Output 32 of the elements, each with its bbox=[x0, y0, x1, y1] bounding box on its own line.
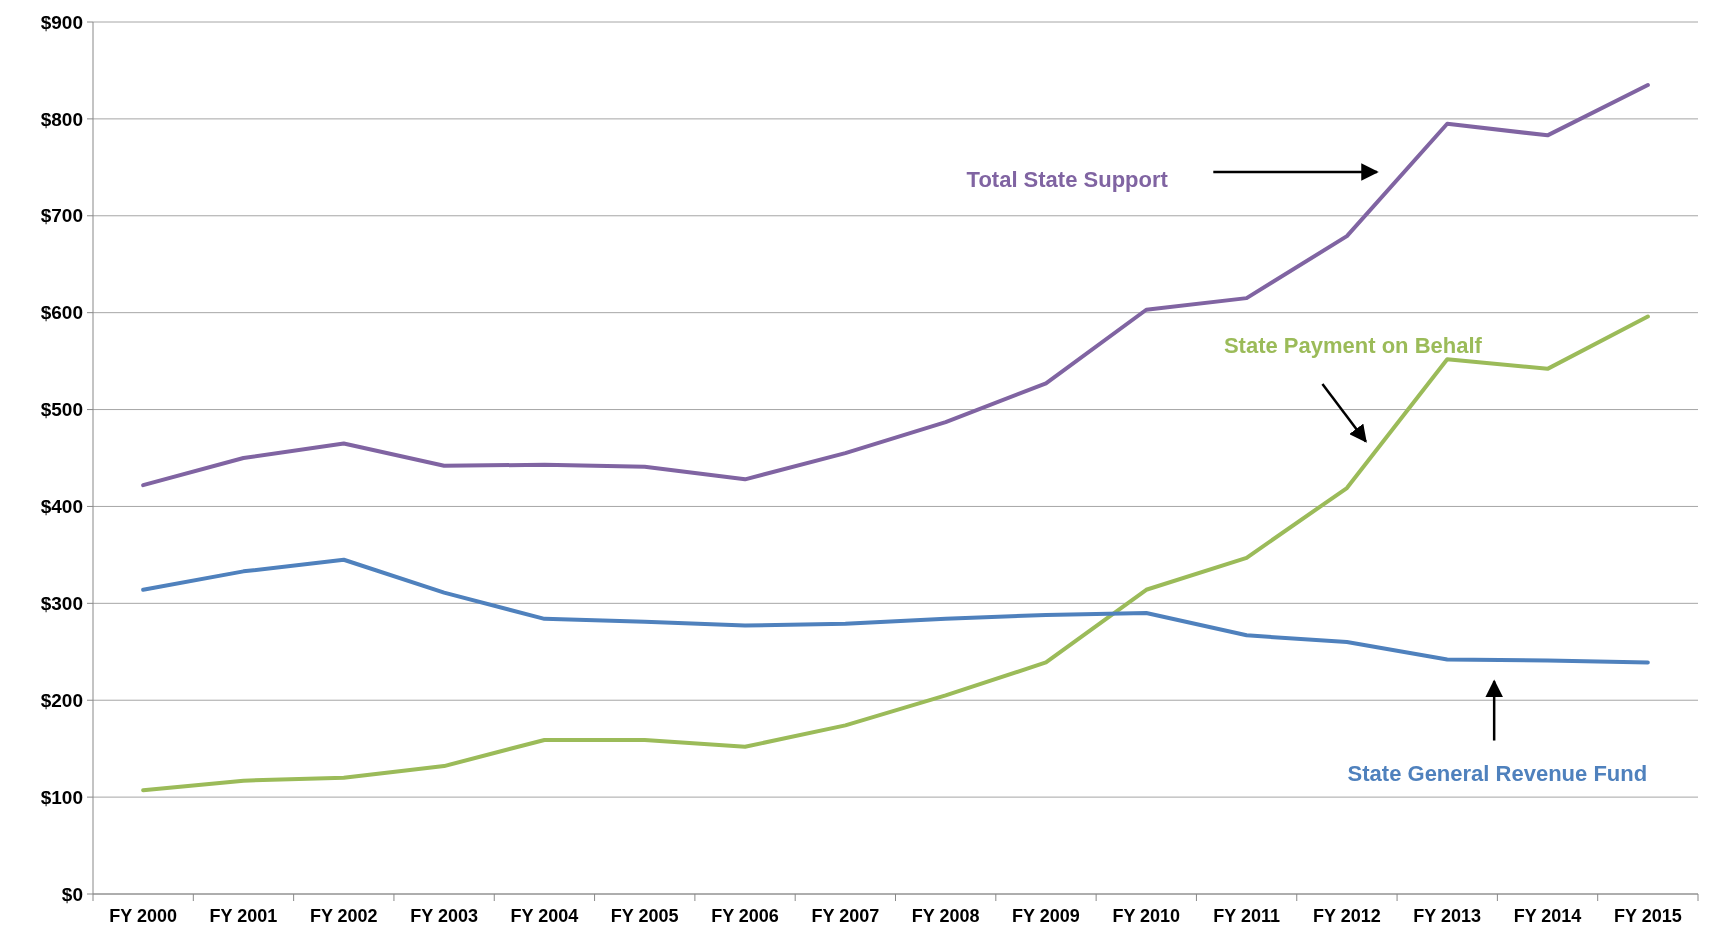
x-tick-label: FY 2007 bbox=[811, 906, 880, 926]
x-tick-label: FY 2009 bbox=[1012, 906, 1080, 926]
x-tick-label: FY 2005 bbox=[610, 906, 679, 926]
x-tick-label: FY 2000 bbox=[109, 906, 178, 926]
y-tick-label: $100 bbox=[40, 786, 83, 808]
x-tick-label: FY 2013 bbox=[1413, 906, 1482, 926]
y-tick-label: $400 bbox=[40, 496, 83, 518]
text: Total State Support bbox=[966, 166, 1169, 192]
line-series bbox=[141, 82, 1650, 488]
x-tick-label: FY 2003 bbox=[410, 906, 478, 926]
y-tick-label: $200 bbox=[40, 689, 83, 711]
y-tick-label: $900 bbox=[40, 11, 83, 33]
x-tick-label: FY 2014 bbox=[1513, 906, 1582, 926]
y-tick-label: $600 bbox=[40, 302, 83, 324]
series-label: State Payment on Behalf bbox=[1223, 333, 1483, 359]
y-tick-label: $700 bbox=[40, 205, 83, 227]
y-tick-label: $500 bbox=[40, 399, 83, 421]
y-tick-label: $0 bbox=[61, 883, 83, 905]
y-tick-label: $300 bbox=[40, 592, 83, 614]
x-tick-label: FY 2001 bbox=[209, 906, 278, 926]
x-tick-label: FY 2002 bbox=[309, 906, 378, 926]
x-tick-label: FY 2015 bbox=[1613, 906, 1682, 926]
x-tick-label: FY 2012 bbox=[1313, 906, 1381, 926]
x-tick-label: FY 2008 bbox=[911, 906, 980, 926]
x-tick-label: FY 2010 bbox=[1112, 906, 1181, 926]
y-tick-label: $800 bbox=[40, 108, 83, 130]
line-series bbox=[141, 314, 1650, 793]
x-tick-label: FY 2006 bbox=[711, 906, 779, 926]
line-series bbox=[141, 557, 1650, 665]
text: State General Revenue Fund bbox=[1347, 761, 1648, 787]
x-tick-label: FY 2011 bbox=[1213, 906, 1280, 926]
x-tick-label: FY 2004 bbox=[510, 906, 579, 926]
